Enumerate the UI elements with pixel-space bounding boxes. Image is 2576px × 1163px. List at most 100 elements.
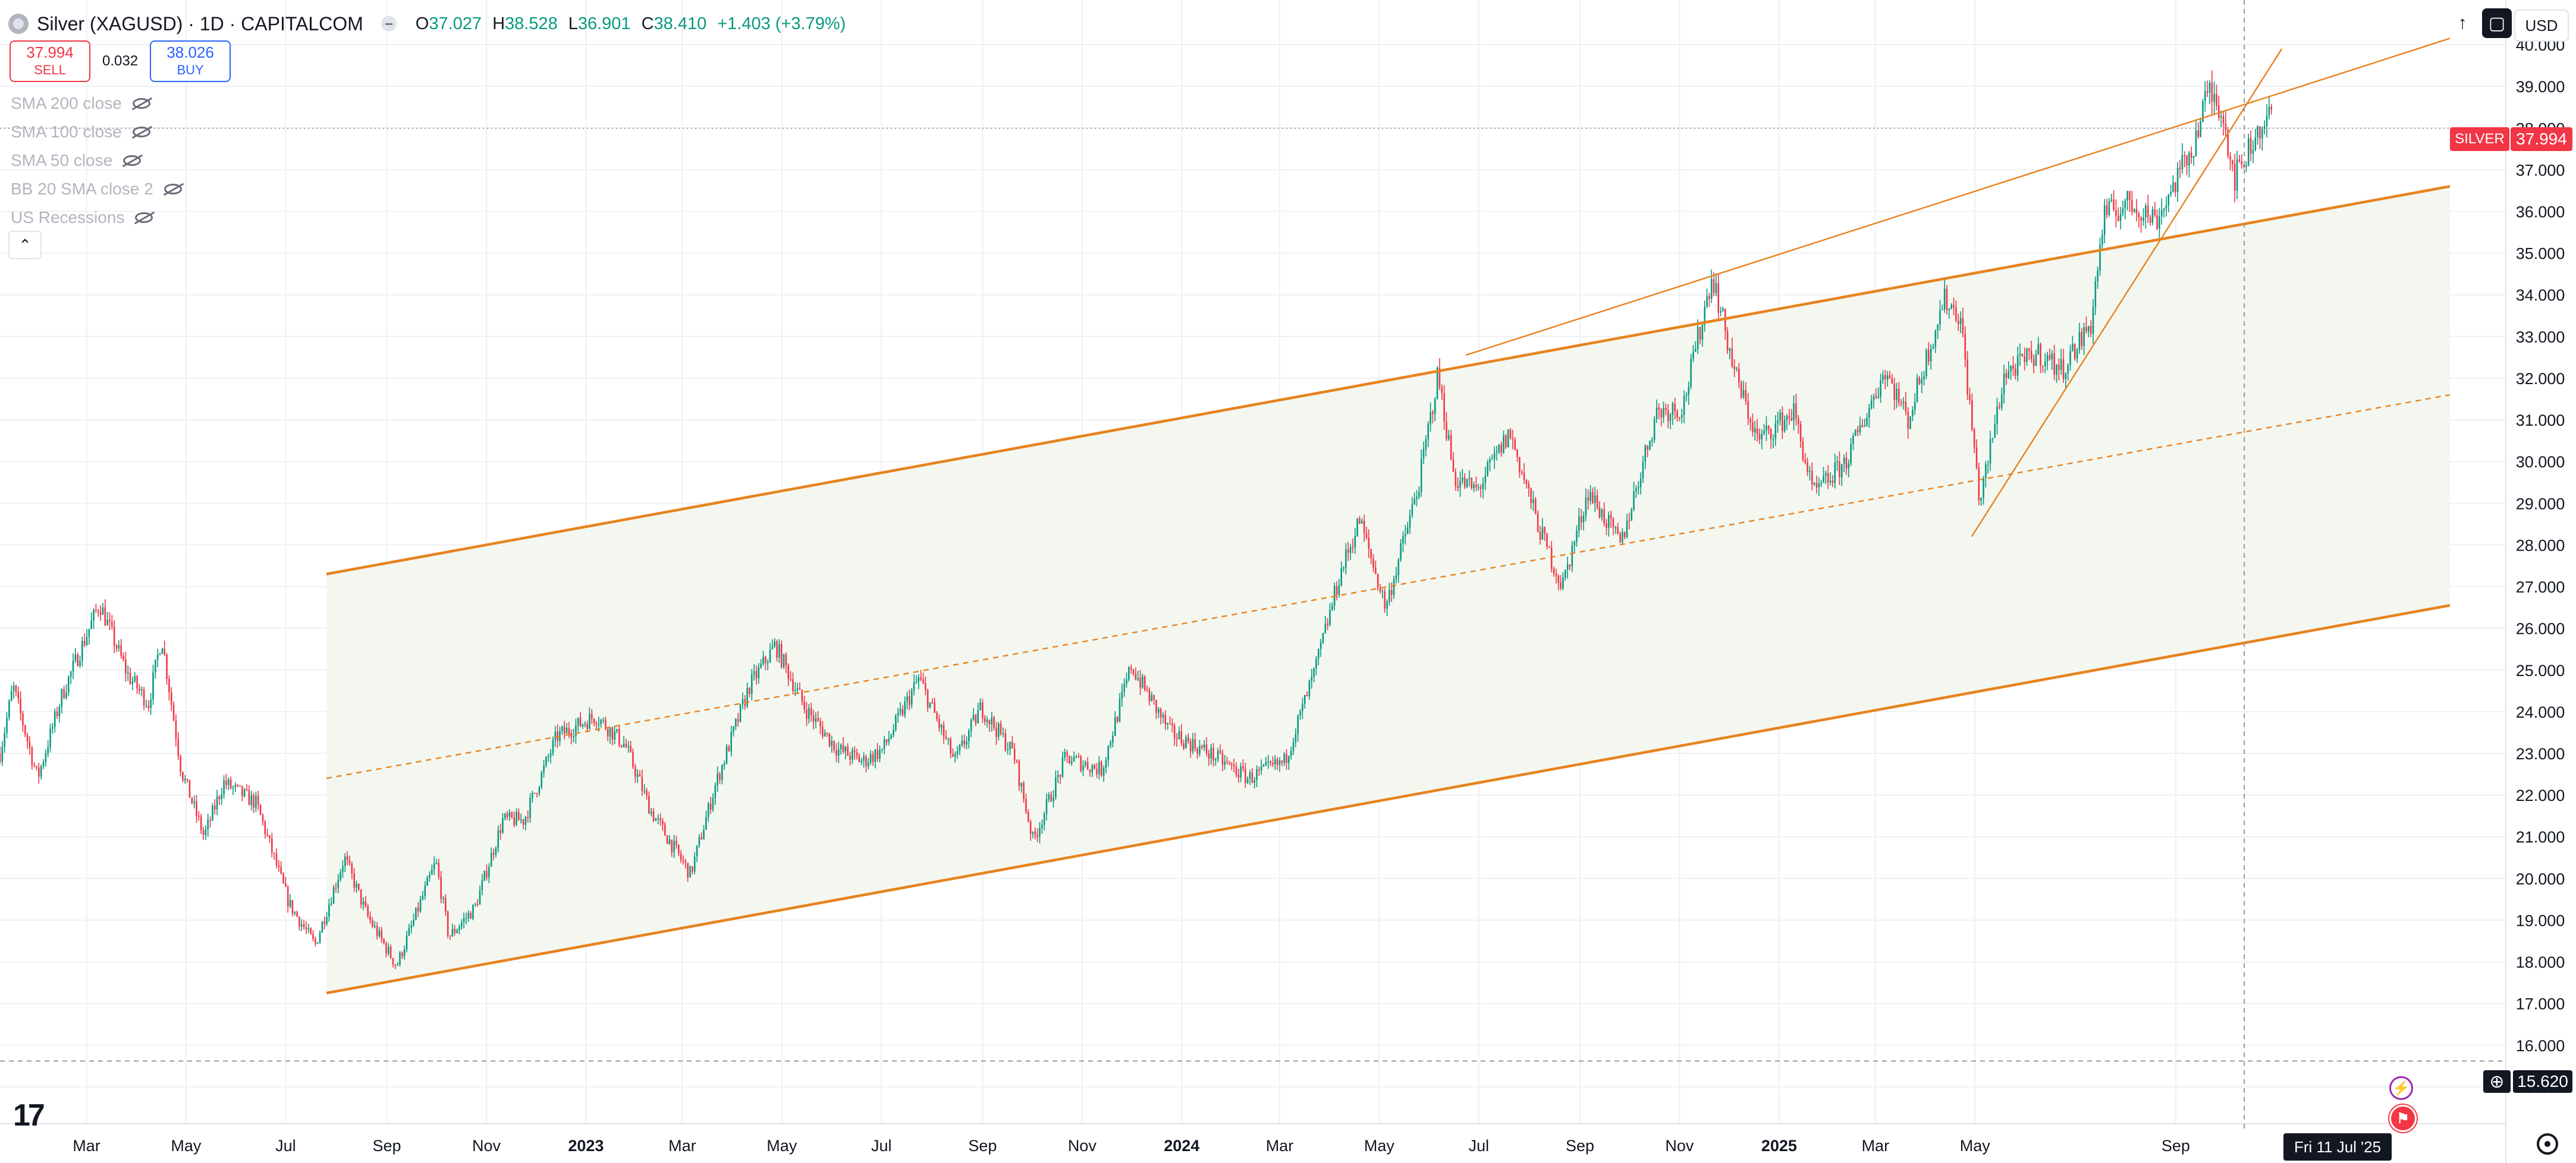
arrow-up-icon[interactable]: ↑ bbox=[2458, 13, 2467, 33]
currency-selector[interactable]: USD bbox=[2514, 10, 2569, 42]
candle-body bbox=[2030, 351, 2032, 360]
candle-body bbox=[1235, 766, 1237, 775]
candle-body bbox=[570, 733, 572, 737]
indicator-bb-20[interactable]: BB 20 SMA close 2 bbox=[11, 175, 182, 203]
candle-body bbox=[367, 906, 369, 916]
candle-body bbox=[486, 870, 488, 878]
candle-body bbox=[1180, 731, 1183, 744]
ohlc-close-key: C bbox=[641, 14, 654, 33]
candle-body bbox=[1969, 395, 1971, 400]
indicator-us-recessions[interactable]: US Recessions bbox=[11, 203, 182, 232]
candle-body bbox=[2270, 106, 2273, 110]
candle-body bbox=[2261, 129, 2263, 139]
candle-body bbox=[419, 899, 422, 911]
candle-body bbox=[828, 733, 831, 746]
candle-body bbox=[1505, 435, 1507, 448]
candle-body bbox=[2012, 365, 2014, 369]
candle-body bbox=[381, 930, 383, 939]
indicator-sma-100[interactable]: SMA 100 close bbox=[11, 118, 182, 146]
candle-body bbox=[1852, 435, 1854, 444]
candle-body bbox=[17, 691, 20, 699]
candle-body bbox=[2197, 130, 2200, 137]
candle-body bbox=[749, 687, 750, 694]
candle-body bbox=[897, 712, 899, 716]
candle-body bbox=[2209, 82, 2211, 93]
candle-body bbox=[533, 793, 536, 794]
candle-body bbox=[97, 611, 99, 612]
candle-body bbox=[1606, 523, 1607, 528]
candle-body bbox=[858, 756, 860, 762]
buy-button[interactable]: 38.026 BUY bbox=[150, 40, 231, 82]
candle-body bbox=[1749, 419, 1751, 423]
candle-body bbox=[1363, 520, 1365, 533]
time-tick-label: 2025 bbox=[1761, 1137, 1797, 1155]
symbol-title[interactable]: Silver (XAGUSD) · 1D · CAPITALCOM bbox=[37, 12, 363, 34]
eye-off-icon[interactable] bbox=[123, 155, 142, 166]
collapse-legend-icon[interactable] bbox=[381, 16, 397, 32]
candle-body bbox=[2026, 348, 2028, 362]
indicator-sma-200[interactable]: SMA 200 close bbox=[11, 89, 182, 118]
collapse-indicators-button[interactable]: ⌃ bbox=[8, 231, 42, 259]
candle-body bbox=[641, 777, 643, 791]
candle-body bbox=[1994, 424, 1996, 438]
candle-body bbox=[1105, 760, 1107, 768]
candle-body bbox=[467, 913, 470, 918]
eye-off-icon[interactable] bbox=[135, 212, 153, 223]
candle-body bbox=[1249, 772, 1251, 779]
candle-body bbox=[463, 918, 465, 923]
candle-body bbox=[1608, 515, 1610, 528]
candle-body bbox=[549, 753, 552, 757]
candle-body bbox=[913, 682, 915, 691]
indicator-sma-50[interactable]: SMA 50 close bbox=[11, 146, 182, 175]
candle-body bbox=[863, 756, 865, 761]
candle-body bbox=[310, 928, 312, 935]
eye-off-icon[interactable] bbox=[164, 184, 182, 194]
time-tick-label: Jul bbox=[871, 1137, 892, 1155]
time-axis[interactable]: Mar May Jul Sep Nov 2023 Mar May Jul Sep Nov 2024 Ma… bbox=[73, 1137, 2190, 1155]
ohlc-high-key: H bbox=[492, 14, 505, 33]
plus-circle-icon[interactable]: ⊕ bbox=[2483, 1070, 2511, 1093]
candle-body bbox=[1660, 410, 1662, 417]
candle-body bbox=[1587, 497, 1589, 501]
lightning-icon[interactable]: ⚡ bbox=[2389, 1076, 2413, 1100]
us-flag-icon[interactable]: ⚑ bbox=[2389, 1105, 2417, 1132]
candle-body bbox=[1281, 760, 1283, 763]
candle-body bbox=[1736, 368, 1738, 370]
candle-body bbox=[1770, 429, 1772, 439]
candle-body bbox=[1729, 348, 1731, 351]
candle-body bbox=[2254, 137, 2257, 150]
candle-body bbox=[849, 755, 851, 760]
candle-body bbox=[692, 866, 693, 872]
candle-body bbox=[993, 717, 995, 728]
eye-off-icon[interactable] bbox=[132, 127, 150, 137]
candle-body bbox=[1002, 733, 1004, 734]
candle-body bbox=[579, 718, 582, 727]
candle-body bbox=[796, 688, 799, 690]
candle-body bbox=[394, 964, 397, 966]
candle-body bbox=[1528, 484, 1530, 489]
candle-body bbox=[40, 766, 42, 777]
candle-body bbox=[356, 884, 357, 888]
candle-body bbox=[746, 687, 748, 706]
screenshot-icon[interactable]: ▢ bbox=[2482, 8, 2512, 38]
candle-body bbox=[2115, 210, 2117, 216]
candle-body bbox=[1405, 534, 1406, 536]
price-axis[interactable]: 15.00016.00017.00018.00019.00020.00021.0… bbox=[2516, 36, 2565, 1096]
candle-body bbox=[70, 671, 72, 677]
candle-body bbox=[2202, 100, 2204, 122]
eye-off-icon[interactable] bbox=[132, 98, 150, 109]
candle-body bbox=[561, 727, 563, 731]
candle-body bbox=[766, 662, 769, 664]
candle-body bbox=[1619, 533, 1621, 542]
candle-body bbox=[890, 735, 892, 739]
candle-body bbox=[122, 656, 124, 660]
sell-button[interactable]: 37.994 SELL bbox=[10, 40, 90, 82]
candle-body bbox=[639, 774, 641, 777]
candle-body bbox=[2151, 209, 2154, 223]
candle-body bbox=[500, 830, 501, 833]
candle-body bbox=[1196, 749, 1198, 755]
settings-gear-icon[interactable] bbox=[2537, 1133, 2558, 1155]
candle-body bbox=[1112, 735, 1114, 743]
price-tick-label: 29.000 bbox=[2516, 495, 2565, 513]
